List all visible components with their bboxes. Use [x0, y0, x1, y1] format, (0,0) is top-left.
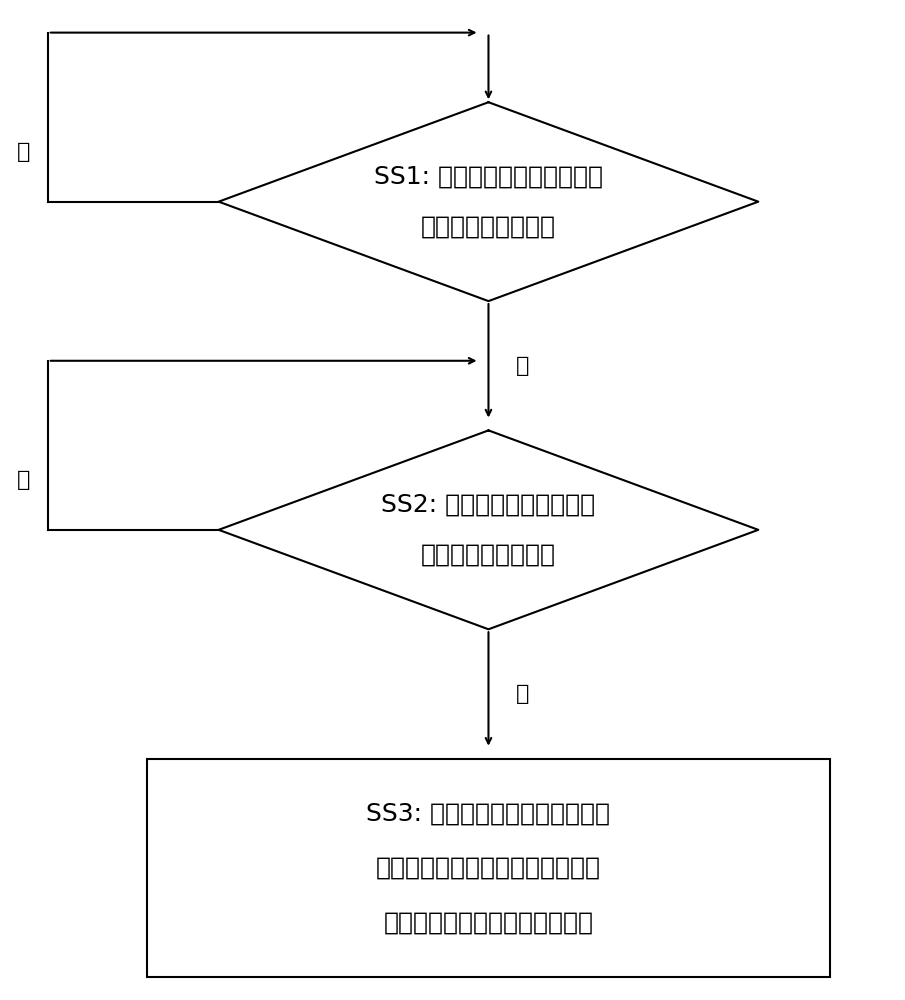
Text: 是: 是 [516, 684, 529, 704]
Text: SS3: 从收到的消息中获取所述公: SS3: 从收到的消息中获取所述公 [367, 801, 611, 825]
Text: 否需要显示警示信息: 否需要显示警示信息 [421, 543, 556, 567]
FancyBboxPatch shape [147, 759, 830, 977]
Text: 是: 是 [516, 356, 529, 376]
Text: 否: 否 [16, 142, 30, 162]
Text: 交车后方的违章车辆信息，在本车: 交车后方的违章车辆信息，在本车 [376, 856, 601, 880]
Text: 显示屏上显示所述违章车辆信息: 显示屏上显示所述违章车辆信息 [384, 911, 594, 935]
Text: 否: 否 [16, 470, 30, 490]
Text: 车检测是否收到消息: 车检测是否收到消息 [421, 215, 556, 239]
Text: SS1: 行驶于公交车道上的公交: SS1: 行驶于公交车道上的公交 [374, 165, 603, 189]
Text: SS2: 根据收到的消息判断是: SS2: 根据收到的消息判断是 [381, 493, 595, 517]
